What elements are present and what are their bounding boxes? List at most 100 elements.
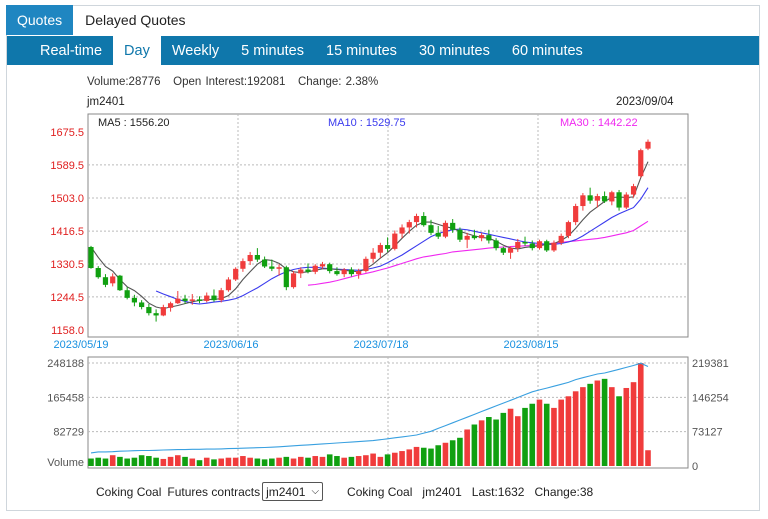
candle-body [392, 233, 398, 249]
open-interest-info: Open Interest:192081 [173, 76, 286, 88]
commodity-label: Coking Coal [96, 484, 162, 499]
candle-body [616, 192, 622, 208]
candle-body [117, 275, 123, 291]
volume-bar [160, 458, 167, 466]
volume-bar [601, 378, 608, 466]
tab-5-minutes[interactable]: 5 minutes [241, 43, 304, 59]
volume-bar [420, 447, 427, 466]
volume-bar [88, 458, 94, 466]
volume-bar [95, 457, 102, 466]
open-interest-tick-label: 219381 [692, 358, 729, 370]
candle-body [319, 264, 326, 267]
volume-bar [377, 456, 384, 466]
tab-weekly[interactable]: Weekly [171, 43, 220, 59]
volume-bar [609, 387, 615, 466]
candle-body [182, 298, 188, 301]
contract-select[interactable]: jm2401 ⌵ [262, 482, 324, 501]
volume-bar [348, 456, 355, 466]
volume-bar [478, 420, 485, 466]
candle-body [327, 264, 333, 272]
tab-30-minutes[interactable]: 30 minutes [418, 43, 490, 59]
ma10-line [155, 187, 649, 305]
date-tick-label: 2023/06/16 [203, 339, 258, 351]
candle-body [139, 302, 145, 308]
volume-tick-label: 248188 [47, 358, 84, 370]
tab-quotes[interactable]: Quotes [6, 5, 74, 35]
ma5-label: MA5 : 1556.20 [98, 117, 170, 129]
volume-bar [486, 417, 492, 466]
candle-body [131, 297, 138, 303]
volume-bar [109, 455, 116, 466]
candle-body [356, 271, 362, 275]
volume-bar [637, 363, 644, 466]
tab-delayed-quotes[interactable]: Delayed Quotes [85, 12, 186, 28]
candle-body [160, 307, 166, 316]
tab-day[interactable]: Day [113, 36, 161, 65]
candle-body [225, 279, 232, 291]
candle-body [630, 186, 637, 195]
change-info: Change: 2.38% [297, 76, 379, 88]
candle-body [254, 255, 260, 260]
volume-bar [297, 456, 304, 466]
volume-bar [175, 455, 181, 466]
last-price: Last:1632 [471, 484, 525, 499]
futures-contracts-label: Futures contracts [167, 484, 261, 499]
volume-bar [543, 403, 550, 466]
volume-bar [457, 437, 463, 466]
volume-bar [290, 458, 297, 466]
quote-info: Volume:28776 Open Interest:192081 Change… [87, 76, 378, 88]
candle-body [399, 227, 405, 234]
top-tabs: Quotes Delayed Quotes [6, 5, 198, 35]
volume-bar [283, 456, 290, 466]
candle-body [247, 255, 253, 262]
volume-bar [500, 412, 507, 466]
candle-body [500, 248, 506, 253]
price-tick-label: 1158.0 [51, 325, 84, 337]
quote-symbol: jm2401 [422, 484, 462, 499]
volume-bar [124, 458, 130, 466]
candle-body [204, 295, 210, 301]
candle-body [269, 266, 275, 269]
candle-body [283, 267, 289, 288]
candle-body [573, 206, 579, 223]
tab-real-time[interactable]: Real-time [40, 43, 103, 59]
candle-body [464, 235, 470, 240]
candle-body [507, 248, 514, 253]
candle-body [529, 243, 535, 249]
candle-body [580, 195, 586, 207]
volume-bar [211, 459, 217, 466]
volume-bar [203, 457, 210, 466]
candle-body [189, 299, 195, 301]
price-tick-label: 1503.0 [50, 193, 84, 205]
candle-body [471, 235, 477, 239]
volume-bar [536, 399, 543, 466]
volume-tick-label: 165458 [47, 392, 84, 404]
tab-15-minutes[interactable]: 15 minutes [326, 43, 397, 59]
candle-body [587, 195, 593, 201]
candle-body [175, 298, 181, 304]
volume-bar [254, 458, 261, 466]
candle-body [102, 277, 109, 285]
candle-body [262, 259, 268, 267]
volume-tick-label: 82729 [53, 427, 84, 439]
volume-bar [428, 448, 434, 466]
tab-60-minutes[interactable]: 60 minutes [511, 43, 583, 59]
volume-bar [616, 396, 622, 466]
candle-body [211, 295, 217, 301]
candle-body [88, 246, 94, 269]
volume-bar [276, 457, 282, 466]
period-tabs: Real-time Day Weekly 5 minutes 15 minute… [7, 36, 759, 65]
candle-body [601, 196, 608, 202]
volume-bar [399, 451, 405, 466]
volume-bar [514, 416, 521, 466]
candle-body [298, 269, 304, 274]
candle-body [638, 150, 644, 177]
volume-bar [312, 456, 319, 466]
price-change: Change:38 [534, 484, 594, 499]
volume-bar [305, 457, 311, 466]
chevron-down-icon: ⌵ [311, 486, 320, 497]
price-tick-label: 1675.5 [50, 127, 84, 139]
volume-bar [261, 459, 268, 466]
candle-body [565, 222, 572, 236]
